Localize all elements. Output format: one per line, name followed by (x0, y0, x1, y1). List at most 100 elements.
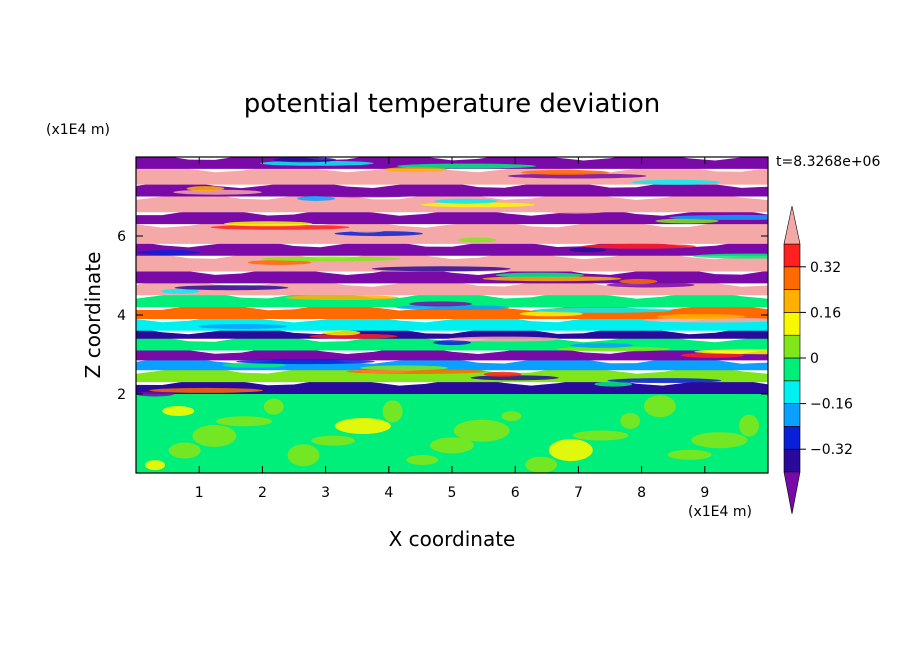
contour-streak (643, 317, 768, 323)
contour-streak (223, 221, 313, 227)
contour-streak (507, 173, 647, 179)
contour-blob (311, 435, 356, 446)
contour-band (136, 208, 768, 225)
contour-streak (668, 214, 768, 220)
contour-streak (520, 169, 610, 175)
x-tick-label: 8 (637, 485, 646, 501)
contour-streak (495, 272, 584, 278)
contour-streak (235, 359, 375, 365)
x-tick-label: 9 (700, 485, 709, 501)
contour-streak (397, 163, 536, 169)
contour-streak (285, 295, 399, 301)
contour-streak (692, 253, 768, 259)
contour-streak (346, 369, 486, 374)
contour-streak (322, 330, 361, 336)
contour-blob (287, 444, 320, 467)
plot-area (136, 157, 768, 473)
colorbar-swatch (783, 448, 801, 473)
contour-band (136, 279, 768, 296)
contour-streak (409, 301, 473, 307)
chart-title: potential temperature deviation (244, 89, 660, 119)
contour-streak (347, 227, 386, 233)
time-label: t=8.3268e+06 (776, 154, 880, 170)
colorbar-label: 0.32 (810, 260, 841, 276)
contour-band (136, 220, 768, 244)
contour-streak (556, 346, 671, 352)
contour-blob (453, 419, 510, 442)
colorbar-swatch (783, 334, 801, 359)
y-tick-label: 4 (117, 308, 126, 324)
x-tick-label: 2 (258, 485, 267, 501)
colorbar-swatch (783, 380, 801, 404)
contour-streak (582, 243, 696, 249)
contour-band (136, 366, 768, 383)
contour-streak (631, 179, 720, 185)
contour-streak (273, 157, 337, 163)
contour-streak (656, 314, 746, 320)
contour-blob (643, 395, 676, 418)
contour-blob (145, 460, 165, 471)
contour-band (136, 315, 768, 331)
contour-blob (382, 400, 403, 423)
contour-streak (334, 231, 423, 237)
x-axis-ticks: 1 2 3 4 5 6 7 8 9 (195, 157, 709, 501)
contour-streak (458, 237, 497, 243)
colorbar-swatch (783, 403, 801, 427)
contour-streak (174, 285, 289, 291)
contour-blob (263, 398, 284, 415)
colorbar-swatch (783, 243, 801, 268)
contour-streak (680, 352, 745, 358)
contour-streak (446, 336, 561, 342)
contour-blob (430, 437, 474, 454)
colorbar-label: −0.32 (810, 442, 853, 458)
contour-streak (594, 381, 633, 387)
colorbar-label: −0.16 (810, 397, 853, 413)
contour-blob (216, 416, 273, 427)
contour-streak (136, 391, 174, 397)
colorbar-swatch (783, 426, 801, 450)
colorbar-swatch (783, 289, 801, 313)
colorbar-swatch (783, 266, 801, 290)
contour-blob (739, 414, 759, 437)
contour-blob (691, 432, 748, 449)
contour-blob (334, 418, 391, 434)
contour-blob (192, 424, 237, 447)
contour-streak (371, 266, 511, 272)
contour-blob (667, 449, 712, 460)
y-unit-label: (x1E4 m) (46, 122, 110, 138)
contour-streak (470, 375, 559, 381)
x-tick-label: 4 (384, 485, 393, 501)
contour-streak (359, 365, 449, 371)
colorbar-label: 0 (810, 351, 819, 367)
colorbar-lower-extension (783, 471, 801, 515)
contour-blob (525, 456, 558, 473)
contour-streak (532, 307, 672, 313)
y-tick-label: 2 (117, 387, 126, 403)
contour-blob (572, 430, 629, 441)
contour-blob (548, 439, 593, 462)
contour-band (136, 291, 768, 308)
contour-streak (137, 250, 201, 256)
x-tick-label: 5 (448, 485, 457, 501)
y-tick-label: 6 (117, 229, 126, 245)
contour-streak (544, 208, 609, 214)
contour-streak (297, 196, 336, 201)
contour-streak (421, 202, 535, 208)
contour-blob (620, 412, 641, 429)
x-axis-label: X coordinate (389, 527, 516, 551)
contour-streak (519, 311, 583, 317)
contour-streak (395, 305, 510, 310)
contour-blob (501, 411, 522, 422)
contour-blob (406, 455, 439, 465)
colorbar-upper-extension (783, 205, 801, 245)
y-axis-ticks: 2 4 6 (117, 229, 768, 403)
colorbar-label: 0.16 (810, 305, 841, 321)
x-tick-label: 1 (195, 485, 204, 501)
x-unit-label: (x1E4 m) (688, 504, 752, 520)
colorbar (783, 205, 801, 515)
contour-streak (694, 349, 768, 355)
contour-band (136, 303, 768, 319)
y-axis-label: Z coordinate (81, 252, 105, 379)
contour-streak (383, 167, 447, 173)
